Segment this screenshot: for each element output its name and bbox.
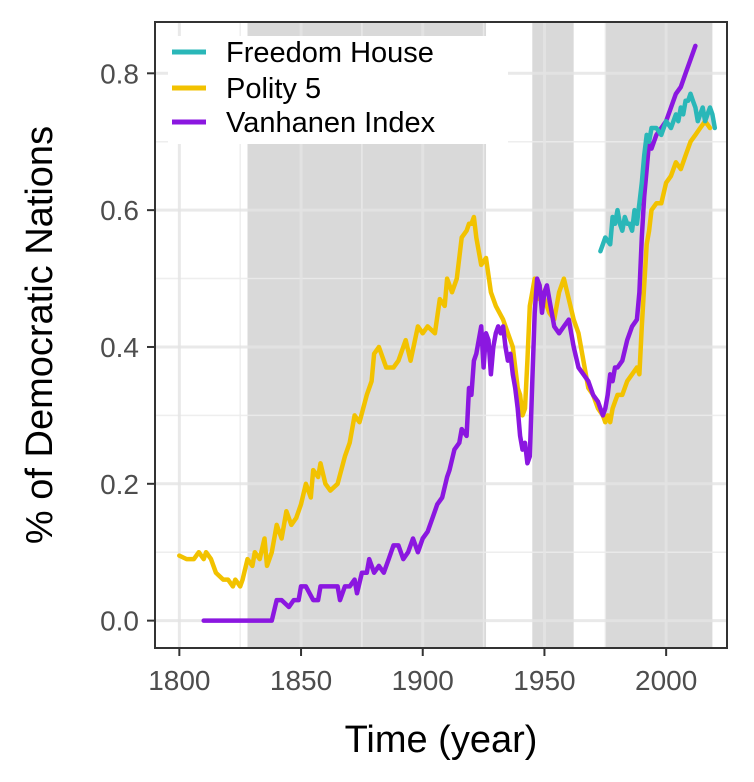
x-tick-label: 1850 [270, 665, 332, 696]
axis-ticks [147, 72, 668, 656]
y-tick-labels: 0.0 0.2 0.4 0.6 0.8 [100, 58, 139, 636]
y-tick-label: 0.8 [100, 58, 139, 89]
x-tick-label: 1900 [392, 665, 454, 696]
legend-label-polity-5: Polity 5 [226, 73, 321, 105]
legend-label-vanhanen-index: Vanhanen Index [226, 107, 436, 139]
x-tick-label: 1950 [513, 665, 575, 696]
series-line-polity-5 [177, 118, 713, 589]
y-tick-label: 0.4 [100, 332, 139, 363]
legend: Freedom House Polity 5 Vanhanen Index [168, 36, 508, 144]
x-tick-label: 1800 [148, 665, 210, 696]
y-tick-label: 0.6 [100, 195, 139, 226]
legend-label-freedom-house: Freedom House [226, 37, 434, 69]
x-tick-label: 2000 [635, 665, 697, 696]
series-lines [177, 43, 718, 623]
y-tick-label: 0.0 [100, 606, 139, 637]
series-line-freedom-house [598, 91, 718, 254]
panel-border [154, 21, 728, 649]
y-tick-label: 0.2 [100, 469, 139, 500]
shaded-period-2 [605, 22, 713, 648]
y-axis-title: % of Democratic Nations [19, 126, 61, 544]
series-line-vanhanen-index [201, 43, 698, 623]
x-axis-title: Time (year) [345, 719, 538, 761]
shaded-period-1 [532, 22, 574, 648]
x-tick-labels: 1800 1850 1900 1950 2000 [148, 665, 697, 696]
legend-background [168, 36, 508, 144]
